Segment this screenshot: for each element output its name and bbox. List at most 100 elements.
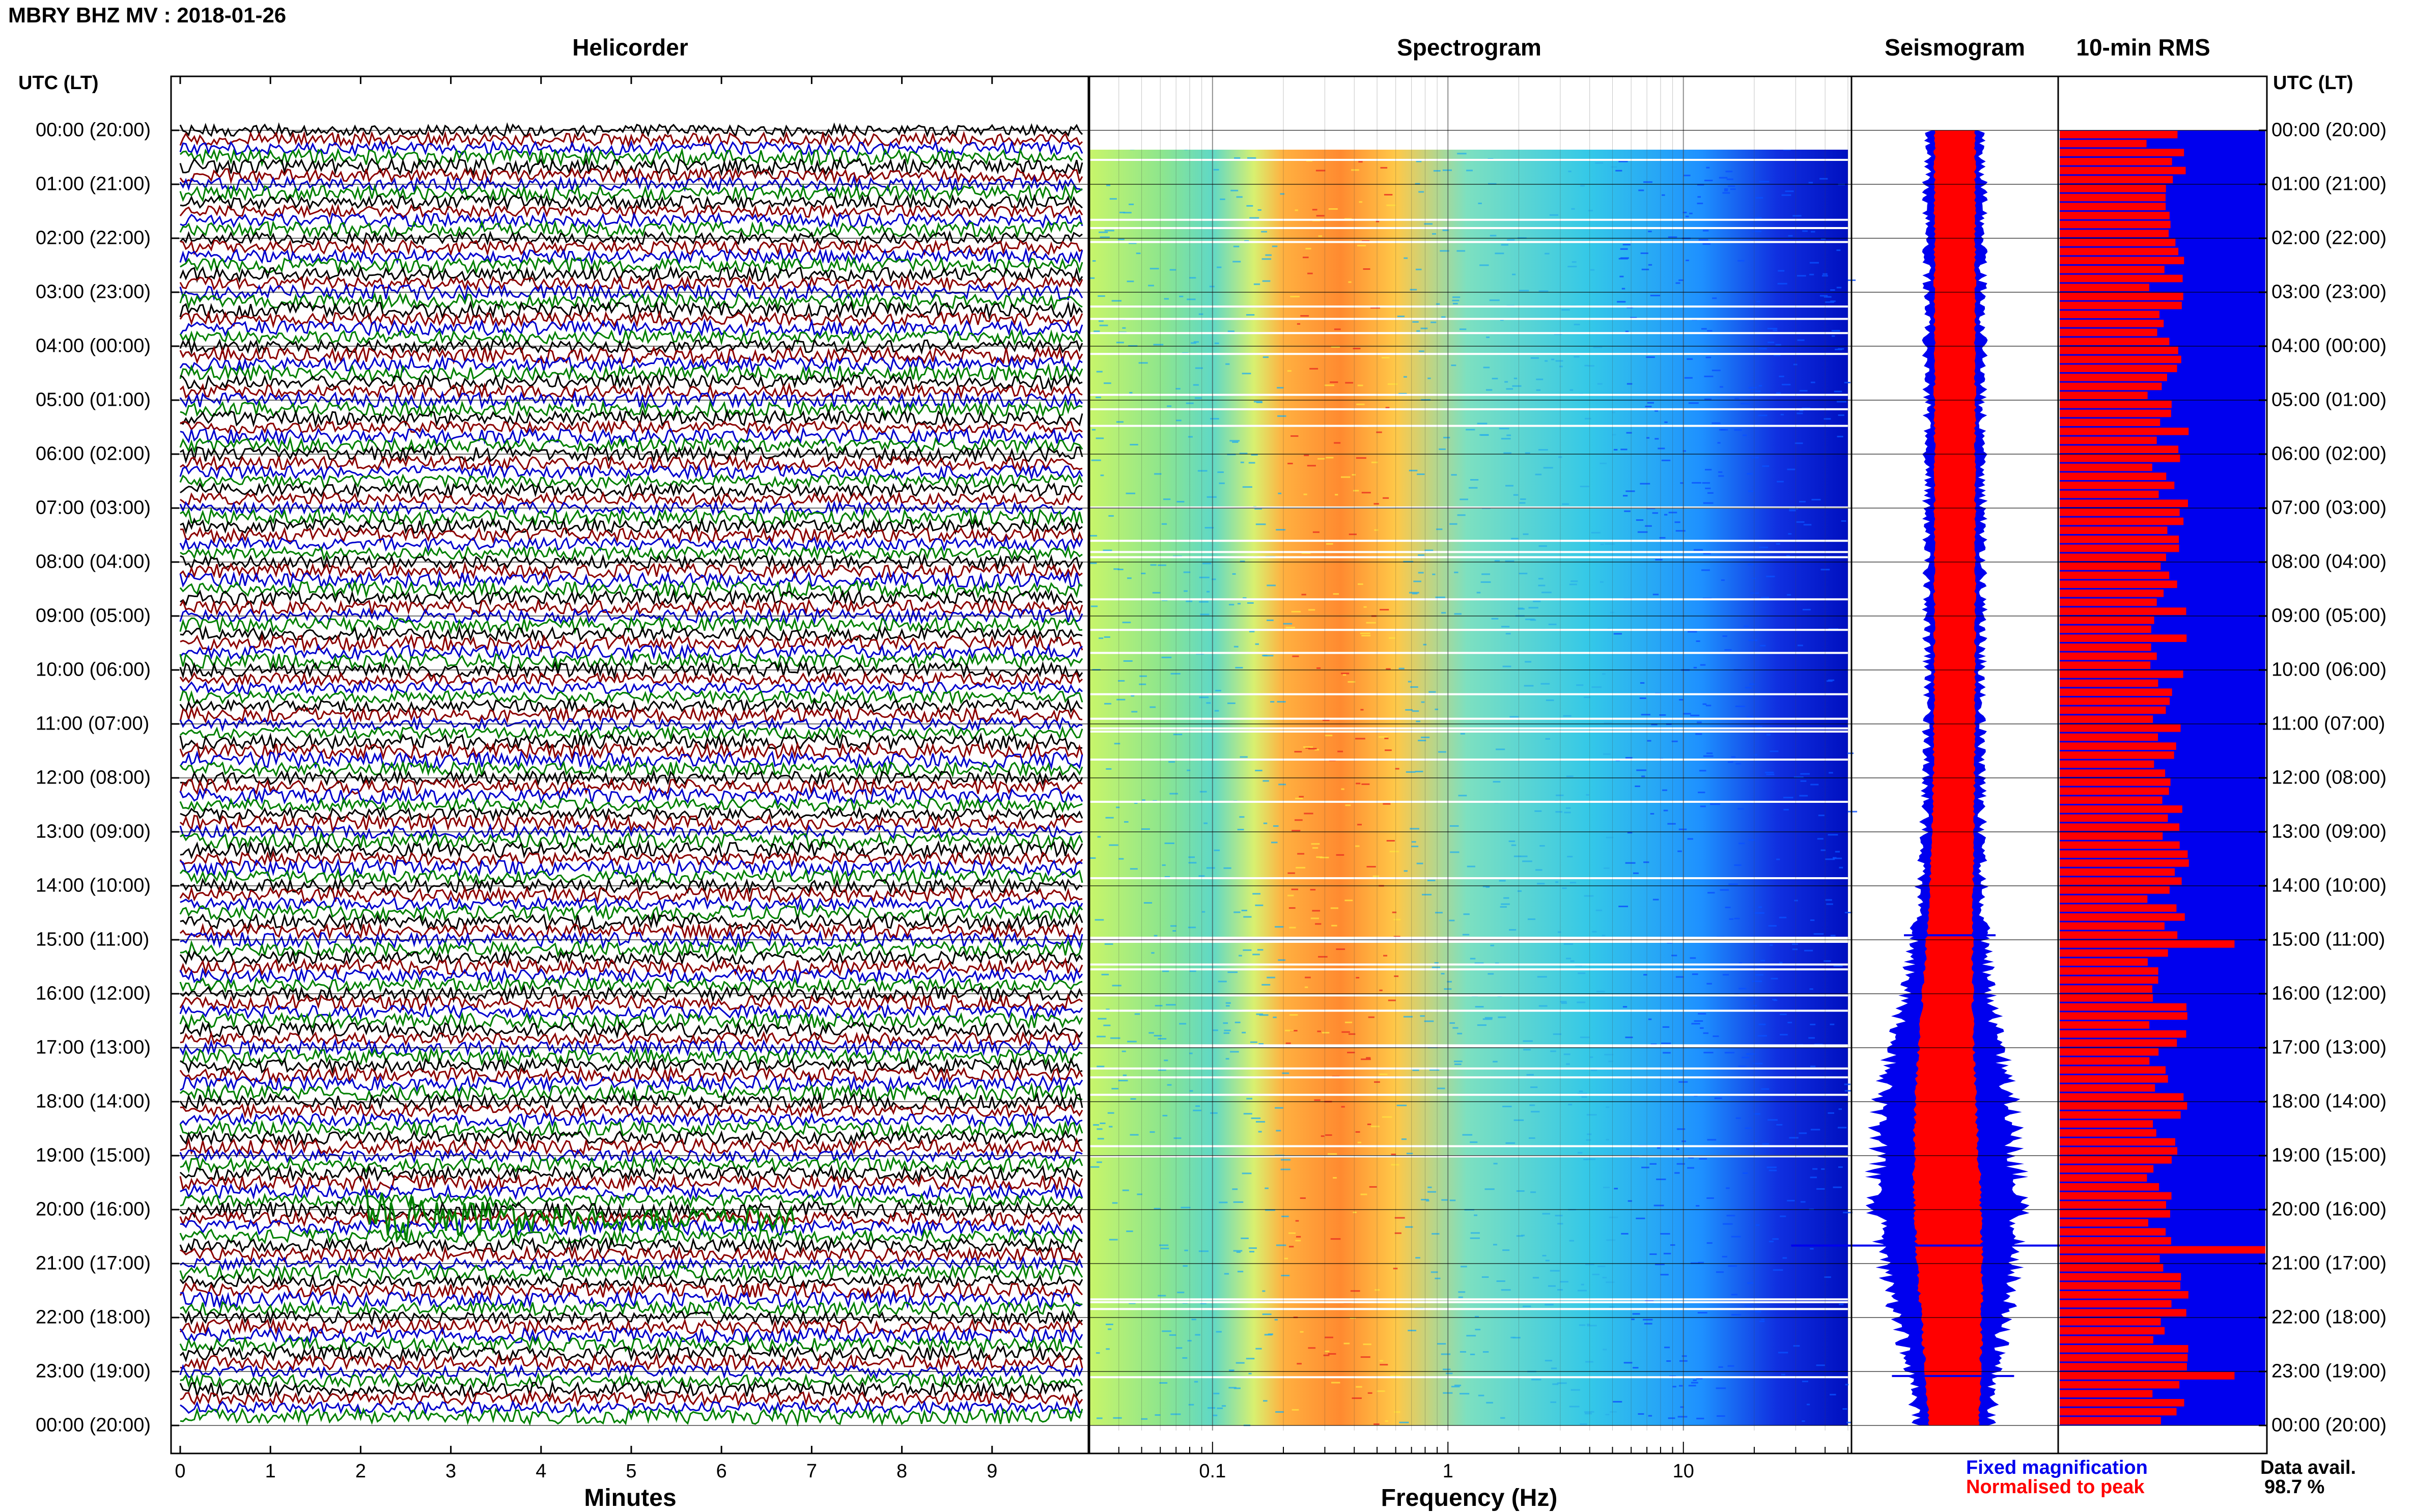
spectrogram-speckle xyxy=(1606,1281,1615,1283)
spectrogram-speckle xyxy=(1435,1277,1441,1279)
spectrogram-speckle xyxy=(1748,490,1754,492)
spectrogram-speckle xyxy=(1262,1290,1266,1292)
rms-bar xyxy=(2060,149,2184,156)
spectrogram-speckle xyxy=(1823,960,1831,962)
spectrogram-speckle xyxy=(1160,1247,1169,1249)
spectrogram-speckle xyxy=(1512,273,1516,275)
spectrogram-x-tick-label: 10 xyxy=(1673,1461,1694,1482)
helicorder-trace-row xyxy=(180,1353,1083,1372)
spectrogram-speckle xyxy=(1131,711,1138,713)
spectrogram-speckle xyxy=(1404,257,1408,259)
spectrogram-speckle xyxy=(1418,740,1426,742)
spectrogram-speckle xyxy=(1341,1031,1350,1033)
spectrogram-speckle xyxy=(1443,1368,1451,1370)
spectrogram-speckle xyxy=(1555,881,1559,883)
rms-bar xyxy=(2060,1381,2180,1389)
spectrogram-speckle xyxy=(1530,1086,1538,1088)
helicorder-trace-row xyxy=(180,373,1083,392)
spectrogram-speckle xyxy=(1452,302,1458,304)
spectrogram-speckle xyxy=(1618,160,1628,162)
spectrogram-speckle xyxy=(1090,1166,1100,1168)
spectrogram-speckle xyxy=(1562,503,1569,505)
rms-bar xyxy=(2060,760,2154,768)
time-label-right: 11:00 (07:00) xyxy=(2271,713,2386,735)
spectrogram-speckle xyxy=(1436,303,1440,305)
spectrogram-speckle xyxy=(1653,1205,1664,1207)
spectrogram-speckle xyxy=(1531,1111,1540,1113)
spectrogram-speckle xyxy=(1380,1360,1384,1362)
spectrogram-speckle xyxy=(1479,434,1489,436)
spectrogram-speckle xyxy=(1697,203,1703,205)
spectrogram-speckle xyxy=(1345,382,1354,384)
spectrogram-speckle xyxy=(1676,1163,1685,1165)
spectrogram-speckle xyxy=(1821,275,1828,277)
rms-bar xyxy=(2060,1030,2186,1038)
spectrogram-speckle xyxy=(1099,320,1104,322)
spectrogram-speckle xyxy=(1776,543,1780,545)
spectrogram-speckle xyxy=(1198,1250,1209,1252)
spectrogram-speckle xyxy=(1288,907,1296,909)
spectrogram-speckle xyxy=(1241,1237,1249,1239)
spectrogram-speckle xyxy=(1344,900,1353,902)
spectrogram-speckle xyxy=(1134,802,1138,804)
spectrogram-speckle xyxy=(1422,893,1432,895)
spectrogram-speckle xyxy=(1363,1343,1371,1346)
spectrogram-speckle xyxy=(1112,985,1121,987)
spectrogram-speckle xyxy=(1206,867,1215,869)
spectrogram-speckle xyxy=(1808,1037,1815,1039)
spectrogram-speckle xyxy=(1477,423,1488,425)
spectrogram-speckle xyxy=(1651,723,1658,725)
rms-bar xyxy=(2060,1237,2171,1245)
rms-bar xyxy=(2060,805,2182,813)
spectrogram-speckle xyxy=(1316,856,1323,858)
spectrogram-speckle xyxy=(1202,563,1212,565)
spectrogram-speckle xyxy=(1152,592,1161,594)
spectrogram-speckle xyxy=(1195,1334,1200,1336)
spectrogram-speckle xyxy=(1752,1062,1763,1065)
spectrogram-speckle xyxy=(1442,169,1452,171)
spectrogram-speckle xyxy=(1520,855,1528,857)
spectrogram-speckle xyxy=(1728,761,1733,763)
spectrogram-gap xyxy=(1089,540,1848,542)
rms-bar xyxy=(2060,320,2164,327)
spectrogram-speckle xyxy=(1632,1313,1640,1315)
spectrogram-speckle xyxy=(1703,552,1711,554)
spectrogram-speckle xyxy=(1696,1378,1703,1380)
spectrogram-speckle xyxy=(1296,1236,1301,1238)
spectrogram-speckle xyxy=(1797,645,1803,647)
spectrogram-speckle xyxy=(1408,681,1412,683)
spectrogram-speckle xyxy=(1104,382,1111,384)
spectrogram-speckle xyxy=(1563,943,1574,945)
rms-bar xyxy=(2060,994,2153,1002)
spectrogram-speckle xyxy=(1650,295,1661,297)
spectrogram-speckle xyxy=(1106,1323,1113,1325)
spectrogram-speckle xyxy=(1159,1244,1169,1246)
spectrogram-speckle xyxy=(1275,1411,1284,1413)
spectrogram-speckle xyxy=(1586,1139,1591,1141)
spectrogram-speckle xyxy=(1187,1340,1192,1342)
spectrogram-speckle xyxy=(1718,1366,1723,1368)
spectrogram-speckle xyxy=(1427,879,1436,881)
spectrogram-speckle xyxy=(1506,434,1511,436)
spectrogram-speckle xyxy=(1753,1005,1757,1007)
spectrogram-speckle xyxy=(1528,607,1538,609)
spectrogram-speckle xyxy=(1512,1337,1521,1339)
spectrogram-speckle xyxy=(1452,1027,1458,1029)
spectrogram-speckle xyxy=(1847,752,1854,754)
spectrogram-speckle xyxy=(1341,673,1350,675)
spectrogram-speckle xyxy=(1233,245,1240,247)
spectrogram-speckle xyxy=(1620,449,1628,451)
legend-normalised-to-peak: Normalised to peak xyxy=(1966,1476,2145,1498)
helicorder-trace-row xyxy=(180,1372,1083,1390)
spectrogram-speckle xyxy=(1255,1348,1262,1350)
spectrogram-speckle xyxy=(1746,998,1756,1000)
spectrogram-speckle xyxy=(1517,890,1522,892)
spectrogram-speckle xyxy=(1214,342,1219,344)
spectrogram-speckle xyxy=(1670,1244,1675,1246)
helicorder-trace-row xyxy=(180,1309,1083,1326)
spectrogram-speckle xyxy=(1522,860,1532,862)
spectrogram-speckle xyxy=(1325,1351,1330,1353)
rms-bar xyxy=(2060,212,2170,219)
spectrogram-speckle xyxy=(1237,603,1241,605)
spectrogram-speckle xyxy=(1097,836,1101,838)
